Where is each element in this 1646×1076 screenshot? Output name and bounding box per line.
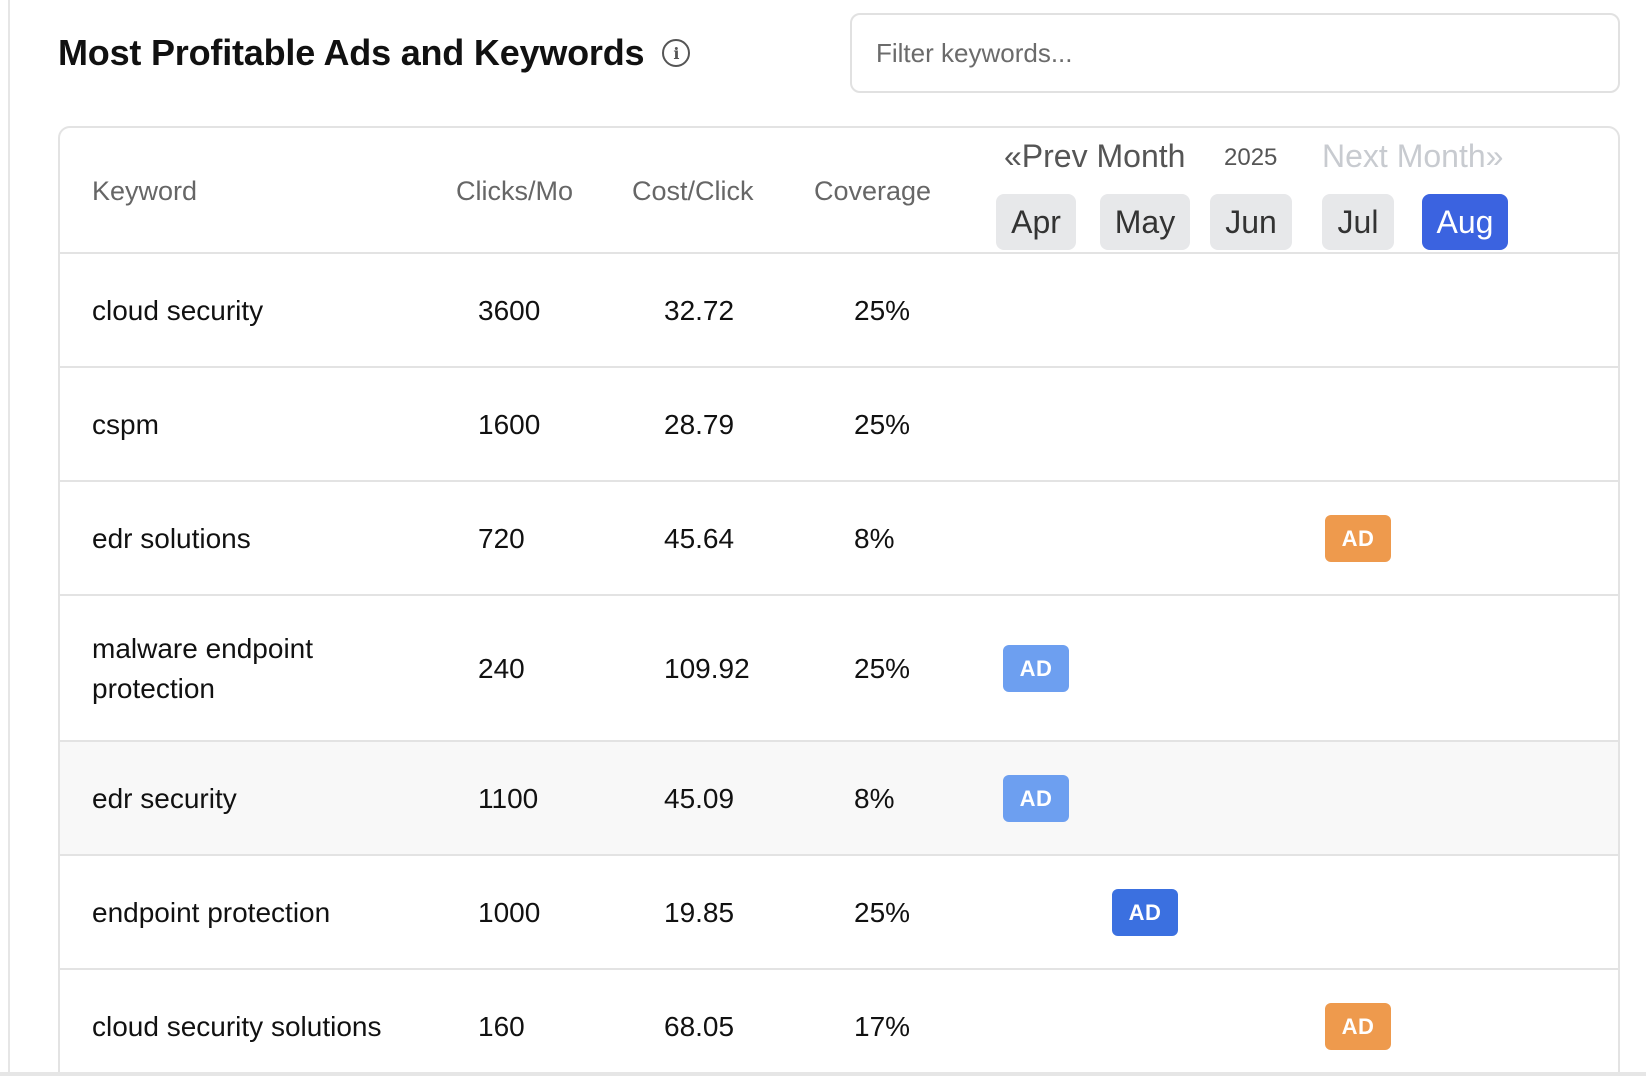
coverage-cell: 8% bbox=[854, 523, 895, 554]
column-header-clicks[interactable]: Clicks/Mo bbox=[456, 176, 574, 206]
cost-cell: 32.72 bbox=[664, 295, 735, 326]
left-divider bbox=[8, 0, 10, 1076]
coverage-cell: 25% bbox=[854, 653, 911, 684]
keywords-table: Keyword Clicks/Mo Cost/Click Coverage «P… bbox=[58, 126, 1620, 1076]
next-month-button[interactable]: Next Month» bbox=[1322, 138, 1504, 174]
ad-badge[interactable]: AD bbox=[1003, 645, 1069, 692]
bottom-divider bbox=[0, 1072, 1646, 1076]
table-row[interactable]: cloud security 3600 32.72 25% bbox=[60, 254, 1618, 368]
cost-cell: 28.79 bbox=[664, 409, 735, 440]
table-row[interactable]: cloud security solutions 160 68.05 17% AD bbox=[60, 970, 1618, 1076]
clicks-cell: 1600 bbox=[478, 409, 541, 440]
ad-badge[interactable]: AD bbox=[1325, 1003, 1391, 1050]
ad-badge[interactable]: AD bbox=[1003, 775, 1069, 822]
prev-month-button[interactable]: «Prev Month bbox=[1004, 138, 1186, 174]
clicks-cell: 1100 bbox=[478, 783, 539, 814]
column-header-cost[interactable]: Cost/Click bbox=[632, 176, 754, 206]
ad-badge[interactable]: AD bbox=[1112, 889, 1178, 936]
table-row[interactable]: edr solutions 720 45.64 8% AD bbox=[60, 482, 1618, 596]
column-header-keyword[interactable]: Keyword bbox=[92, 176, 198, 206]
clicks-cell: 1000 bbox=[478, 897, 541, 928]
table-header: Keyword Clicks/Mo Cost/Click Coverage «P… bbox=[60, 128, 1618, 254]
calendar-year: 2025 bbox=[1224, 144, 1278, 171]
keyword-cell: cloud security solutions bbox=[92, 1011, 382, 1042]
filter-keywords-input[interactable] bbox=[850, 13, 1620, 93]
month-button-jun[interactable]: Jun bbox=[1210, 194, 1292, 250]
table-row[interactable]: malware endpoint protection 240 109.92 25% A… bbox=[60, 596, 1618, 742]
table-row[interactable]: edr security 1100 45.09 8% AD bbox=[60, 742, 1618, 856]
month-button-jul[interactable]: Jul bbox=[1322, 194, 1394, 250]
coverage-cell: 25% bbox=[854, 409, 911, 440]
keyword-cell: edr security bbox=[92, 783, 237, 814]
keyword-cell: edr solutions bbox=[92, 523, 251, 554]
cost-cell: 45.09 bbox=[664, 783, 735, 814]
coverage-cell: 25% bbox=[854, 295, 911, 326]
keyword-cell: malware endpoint protection bbox=[92, 633, 314, 704]
column-header-coverage[interactable]: Coverage bbox=[814, 176, 932, 206]
title-row: Most Profitable Ads and Keywords i bbox=[58, 28, 691, 78]
clicks-cell: 240 bbox=[478, 653, 525, 684]
info-icon[interactable]: i bbox=[662, 39, 691, 67]
clicks-cell: 160 bbox=[478, 1011, 525, 1042]
month-button-apr[interactable]: Apr bbox=[996, 194, 1076, 250]
keyword-cell: endpoint protection bbox=[92, 897, 331, 928]
cost-cell: 45.64 bbox=[664, 523, 735, 554]
clicks-cell: 3600 bbox=[478, 295, 541, 326]
coverage-cell: 8% bbox=[854, 783, 895, 814]
month-button-may[interactable]: May bbox=[1100, 194, 1190, 250]
ad-badge[interactable]: AD bbox=[1325, 515, 1391, 562]
coverage-cell: 25% bbox=[854, 897, 911, 928]
cost-cell: 19.85 bbox=[664, 897, 735, 928]
coverage-cell: 17% bbox=[854, 1011, 911, 1042]
table-row[interactable]: endpoint protection 1000 19.85 25% AD bbox=[60, 856, 1618, 970]
cost-cell: 109.92 bbox=[664, 653, 750, 684]
keyword-cell: cloud security bbox=[92, 295, 264, 326]
clicks-cell: 720 bbox=[478, 523, 525, 554]
month-button-aug[interactable]: Aug bbox=[1422, 194, 1508, 250]
page-title: Most Profitable Ads and Keywords bbox=[58, 32, 645, 73]
cost-cell: 68.05 bbox=[664, 1011, 735, 1042]
keyword-cell: cspm bbox=[92, 409, 159, 440]
table-row[interactable]: cspm 1600 28.79 25% bbox=[60, 368, 1618, 482]
